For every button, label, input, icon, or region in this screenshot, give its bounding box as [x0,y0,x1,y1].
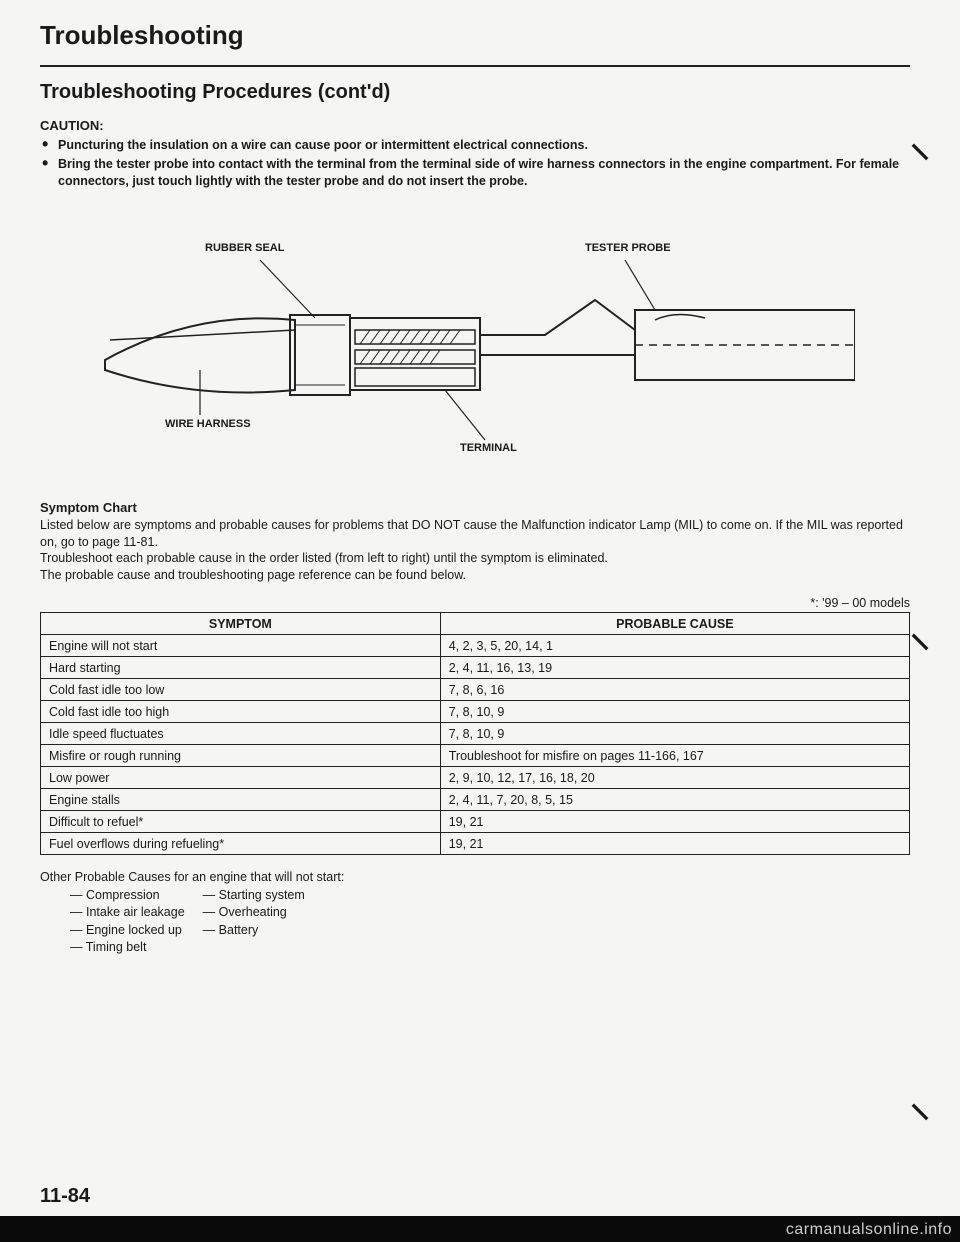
table-row: Cold fast idle too high7, 8, 10, 9 [41,701,910,723]
symptom-chart-heading: Symptom Chart [40,500,910,515]
table-cell: 2, 4, 11, 7, 20, 8, 5, 15 [440,789,909,811]
table-cell: Cold fast idle too low [41,679,441,701]
table-header-symptom: SYMPTOM [41,613,441,635]
watermark: carmanualsonline.info [786,1221,952,1239]
caution-item: Bring the tester probe into contact with… [58,156,910,190]
table-cell: 19, 21 [440,833,909,855]
probe-diagram: RUBBER SEAL TESTER PROBE WIRE HARNESS TE… [95,240,855,460]
table-header-cause: PROBABLE CAUSE [440,613,909,635]
table-cell: 4, 2, 3, 5, 20, 14, 1 [440,635,909,657]
cause-item: Engine locked up [70,922,185,940]
table-row: Engine stalls2, 4, 11, 7, 20, 8, 5, 15 [41,789,910,811]
table-cell: Engine will not start [41,635,441,657]
table-cell: Low power [41,767,441,789]
symptom-table: SYMPTOM PROBABLE CAUSE Engine will not s… [40,612,910,855]
binding-mark: ⸌ [910,1090,930,1145]
footer-bar: carmanualsonline.info [0,1216,960,1242]
label-terminal: TERMINAL [460,442,517,454]
table-row: Difficult to refuel*19, 21 [41,811,910,833]
other-causes-block: Other Probable Causes for an engine that… [40,869,910,957]
models-note: *: '99 – 00 models [40,596,910,610]
label-tester-probe: TESTER PROBE [585,242,671,254]
divider [40,65,910,67]
binding-mark: ⸌ [910,130,930,185]
table-cell: Cold fast idle too high [41,701,441,723]
cause-item: Intake air leakage [70,904,185,922]
label-rubber-seal: RUBBER SEAL [205,242,284,254]
table-cell: Fuel overflows during refueling* [41,833,441,855]
table-row: Misfire or rough runningTroubleshoot for… [41,745,910,767]
page-title: Troubleshooting [40,20,910,51]
table-cell: Engine stalls [41,789,441,811]
caution-item: Puncturing the insulation on a wire can … [58,137,910,154]
table-cell: Hard starting [41,657,441,679]
caution-list: Puncturing the insulation on a wire can … [40,137,910,190]
table-cell: 2, 4, 11, 16, 13, 19 [440,657,909,679]
table-cell: Difficult to refuel* [41,811,441,833]
table-row: Cold fast idle too low7, 8, 6, 16 [41,679,910,701]
other-causes-heading: Other Probable Causes for an engine that… [40,869,910,887]
cause-item: Battery [203,922,305,940]
table-row: Fuel overflows during refueling*19, 21 [41,833,910,855]
caution-label: CAUTION: [40,118,910,133]
table-row: Engine will not start4, 2, 3, 5, 20, 14,… [41,635,910,657]
binding-mark: ⸌ [910,620,930,675]
page-number: 11-84 [40,1185,90,1208]
table-cell: Misfire or rough running [41,745,441,767]
cause-item: Overheating [203,904,305,922]
table-row: Low power2, 9, 10, 12, 17, 16, 18, 20 [41,767,910,789]
cause-item: Compression [70,887,185,905]
table-cell: 7, 8, 10, 9 [440,723,909,745]
section-subtitle: Troubleshooting Procedures (cont'd) [40,81,910,104]
table-row: Idle speed fluctuates7, 8, 10, 9 [41,723,910,745]
table-cell: 2, 9, 10, 12, 17, 16, 18, 20 [440,767,909,789]
table-cell: 7, 8, 10, 9 [440,701,909,723]
symptom-chart-text: Listed below are symptoms and probable c… [40,517,910,585]
table-row: Hard starting2, 4, 11, 16, 13, 19 [41,657,910,679]
table-cell: 7, 8, 6, 16 [440,679,909,701]
table-cell: Idle speed fluctuates [41,723,441,745]
table-cell: 19, 21 [440,811,909,833]
label-wire-harness: WIRE HARNESS [165,418,251,430]
table-cell: Troubleshoot for misfire on pages 11-166… [440,745,909,767]
cause-item: Starting system [203,887,305,905]
cause-item: Timing belt [70,939,185,957]
